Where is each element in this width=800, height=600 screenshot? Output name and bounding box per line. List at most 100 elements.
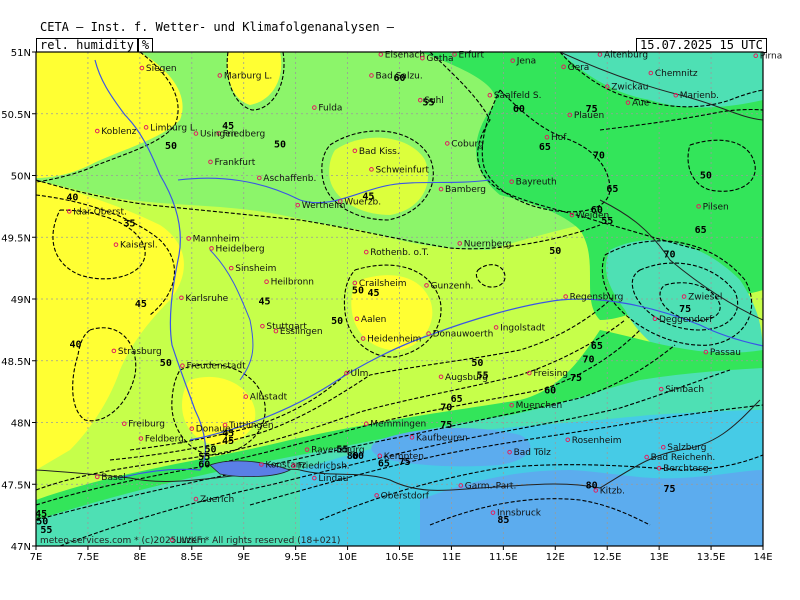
city: Karlsruhe	[179, 294, 229, 304]
city-marker-icon	[417, 97, 423, 103]
city-marker-icon	[260, 323, 265, 329]
city-marker-icon	[452, 52, 457, 57]
city-marker-icon	[111, 348, 117, 354]
city-marker-icon	[507, 449, 512, 455]
city-label: Jena	[516, 57, 536, 67]
river-danube	[189, 298, 763, 441]
border-czech	[559, 52, 763, 321]
city: Konstanz	[259, 460, 306, 470]
city-label: Esslingen	[280, 327, 323, 337]
border-austria	[299, 399, 761, 491]
city: Garm.-Part.	[458, 481, 516, 491]
city: Chemnitz	[648, 69, 698, 79]
y-tick-label: 49.5N	[1, 233, 31, 244]
city: Saalfeld S.	[487, 91, 541, 101]
city: Koblenz	[94, 127, 137, 137]
isoline-north-50	[36, 179, 601, 250]
city: Nuernberg	[457, 239, 512, 249]
city-marker-icon	[139, 65, 145, 71]
city-label: Pilsen	[703, 202, 729, 212]
city-marker-icon	[409, 435, 415, 440]
city-label: Ulm	[351, 369, 369, 379]
city: Bad Tölz	[507, 448, 551, 458]
city-label: Crailsheim	[359, 279, 407, 289]
river-neckar	[209, 249, 254, 381]
city-marker-icon	[193, 496, 199, 502]
city-label: Deggendorf	[659, 315, 713, 325]
city: Aalen	[354, 315, 386, 325]
isoline-west-35	[52, 209, 146, 280]
city-label: Ingolstadt	[500, 323, 546, 333]
city: Bamberg	[438, 185, 486, 195]
isoline-east-60	[481, 89, 611, 213]
city-label: Heidenheim	[367, 335, 421, 345]
city: Freising	[527, 369, 568, 379]
city-label: Kitzb.	[600, 486, 625, 496]
city: Fulda	[312, 104, 342, 114]
city-label: Usingen	[200, 130, 236, 140]
map-title: CETA — Inst. f. Wetter- und Klimafolgena…	[40, 20, 395, 34]
city-marker-icon	[593, 488, 599, 493]
city-marker-icon	[458, 483, 464, 488]
city-marker-icon	[273, 328, 279, 334]
isoline-label: 65	[451, 394, 463, 405]
city-marker-icon	[363, 421, 369, 427]
isoline-label: 55	[423, 98, 435, 109]
city: Pilsen	[696, 202, 729, 212]
city: Limburg L.	[143, 123, 198, 133]
city-marker-icon	[438, 374, 444, 380]
city: Rothenb. o.T.	[363, 248, 429, 258]
isoline-crailsheim	[343, 264, 442, 358]
city-label: Nuernberg	[464, 239, 512, 249]
city-marker-icon	[354, 316, 360, 322]
city: Kaisersl.	[113, 241, 158, 251]
city: Crailsheim	[352, 279, 407, 289]
city-marker-icon	[597, 52, 603, 57]
isoline-label: 50	[471, 358, 483, 369]
city-marker-icon	[369, 73, 374, 78]
city-label: Heidelberg	[216, 244, 265, 254]
city: Luzern	[169, 536, 206, 546]
city: Tuttlingen	[222, 421, 274, 431]
isoline-label: 50	[274, 140, 286, 151]
city: Memmingen	[363, 420, 426, 430]
isoline-label: 75	[586, 104, 598, 115]
city-marker-icon	[648, 70, 654, 76]
city-label: Hof	[551, 133, 567, 143]
city: Erfurt	[452, 50, 485, 60]
isoline-label: 75	[440, 420, 452, 431]
isoline-small-ring	[475, 264, 506, 288]
city-label: Aschaffenb.	[263, 174, 316, 184]
city-label: Gotha	[426, 54, 453, 64]
city-marker-icon	[377, 453, 383, 459]
isoline-south-70	[59, 369, 731, 546]
city: Jena	[510, 57, 536, 67]
city-marker-icon	[186, 236, 191, 241]
city-marker-icon	[487, 92, 493, 98]
isoline-south-45	[129, 369, 351, 451]
city: Stuttgart	[260, 322, 307, 332]
field-teal-bayerwald	[605, 240, 763, 370]
city-label: Donaue.	[196, 425, 234, 435]
city: Bad Salzu.	[369, 71, 423, 81]
isoline-north-45	[36, 52, 179, 183]
x-tick-label: 11.5E	[489, 552, 518, 563]
isoline-label: 70	[593, 151, 605, 162]
city-marker-icon	[360, 336, 366, 341]
field-yellow-northwest	[36, 52, 183, 178]
city-label: Koblenz	[101, 127, 136, 137]
city-label: Augsburg	[445, 373, 488, 383]
isoline-label: 65	[539, 142, 551, 153]
city: Deggendorf	[652, 315, 713, 325]
city: Freudenstadt	[180, 362, 246, 372]
city-marker-icon	[217, 73, 223, 78]
city-marker-icon	[644, 454, 649, 460]
city-marker-icon	[363, 249, 369, 255]
isoline-label: 70	[664, 250, 676, 261]
city-marker-icon	[369, 167, 374, 172]
isoline-marburg	[226, 52, 285, 111]
city-marker-icon	[189, 426, 195, 431]
city-marker-icon	[660, 444, 666, 450]
city: Donauwoerth	[426, 330, 493, 340]
city: Suhl	[417, 96, 444, 106]
